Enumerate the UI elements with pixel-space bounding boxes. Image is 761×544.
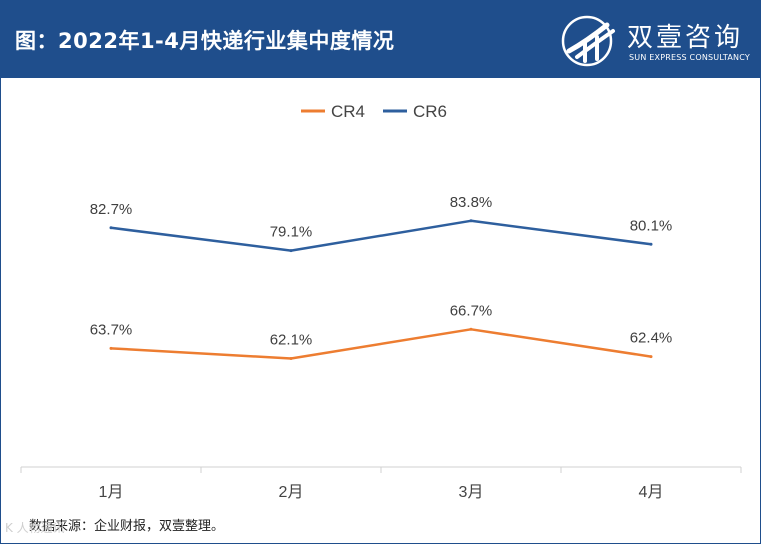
series-line-cr4 xyxy=(110,328,652,360)
x-tick-label: 3月 xyxy=(459,484,484,501)
brand-subtitle: SUN EXPRESS CONSULTANCY xyxy=(629,53,750,62)
data-label-cr4: 62.4% xyxy=(630,330,673,347)
x-tick-label: 2月 xyxy=(279,484,304,501)
x-tick-label: 1月 xyxy=(99,484,124,501)
source-note: 数据来源：企业财报，双壹整理。 xyxy=(29,519,225,534)
x-axis: 1月 2月 3月 4月 xyxy=(20,466,742,501)
page-title: 图：2022年1-4月快递行业集中度情况 xyxy=(15,29,395,53)
brand-name: 双壹咨询 xyxy=(627,23,744,53)
data-label-cr4: 66.7% xyxy=(450,302,493,319)
data-label-cr6: 82.7% xyxy=(90,201,133,218)
data-point-cr4 xyxy=(649,355,653,359)
watermark: K 人物通讯 xyxy=(5,521,65,535)
data-point-cr6 xyxy=(469,219,473,223)
legend-label-cr4: CR4 xyxy=(331,102,365,121)
header-bar: 图：2022年1-4月快递行业集中度情况 双壹咨询 SUN EXPRESS CO… xyxy=(1,1,760,78)
series-line-cr6 xyxy=(110,219,652,252)
data-point-cr4 xyxy=(469,327,473,331)
chart-legend: CR4 CR6 xyxy=(301,102,447,121)
legend-label-cr6: CR6 xyxy=(413,102,447,121)
data-point-cr6 xyxy=(289,249,293,253)
data-point-cr6 xyxy=(109,226,113,230)
line-chart: CR4 CR6 1月 2月 3月 4月 63.7% 62.1% 66.7% 62.4% 82.7… xyxy=(20,102,742,501)
data-point-cr6 xyxy=(649,242,653,246)
chart-series: 63.7% 62.1% 66.7% 62.4% 82.7% 79.1% 83.8% 80.1% xyxy=(90,194,673,360)
data-point-cr4 xyxy=(289,356,293,360)
data-label-cr6: 83.8% xyxy=(450,194,493,211)
data-label-cr6: 80.1% xyxy=(630,217,673,234)
data-point-cr4 xyxy=(109,346,113,350)
x-tick-label: 4月 xyxy=(639,484,664,501)
logo-mark-icon xyxy=(561,15,615,67)
data-label-cr6: 79.1% xyxy=(270,224,313,241)
data-label-cr4: 62.1% xyxy=(270,331,313,348)
brand-logo: 双壹咨询 SUN EXPRESS CONSULTANCY xyxy=(557,11,757,71)
data-label-cr4: 63.7% xyxy=(90,321,133,338)
